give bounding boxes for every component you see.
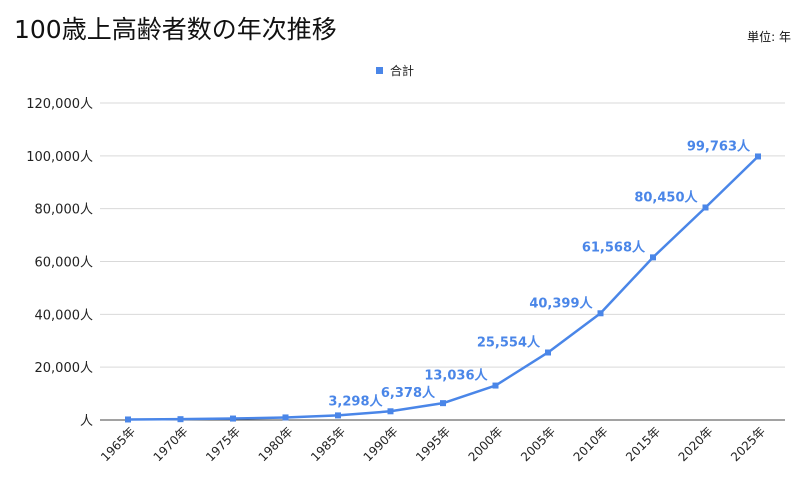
data-point — [282, 414, 289, 421]
x-tick-label: 1970年 — [151, 424, 191, 464]
x-tick-label: 1975年 — [203, 424, 243, 464]
y-tick-label: 80,000人 — [35, 203, 94, 218]
x-tick-label: 2000年 — [466, 424, 506, 464]
data-label: 40,399人 — [529, 295, 593, 311]
data-label: 99,763人 — [687, 138, 751, 154]
x-tick-label: 1990年 — [361, 424, 401, 464]
x-tick-label: 2005年 — [518, 424, 558, 464]
data-point — [335, 412, 341, 419]
data-label: 25,554人 — [477, 334, 541, 350]
legend-label: 合計 — [390, 64, 415, 78]
data-point — [650, 254, 656, 261]
x-tick-label: 2015年 — [623, 424, 663, 464]
data-point — [230, 415, 236, 422]
unit-label: 単位: 年 — [747, 30, 791, 44]
x-tick-label: 2020年 — [676, 424, 716, 464]
legend-swatch — [376, 67, 383, 74]
data-point — [125, 416, 131, 423]
chart-title: 100歳上高齢者数の年次推移 — [14, 15, 337, 44]
data-point — [755, 153, 761, 160]
x-tick-label: 1995年 — [413, 424, 453, 464]
data-point — [387, 408, 394, 415]
data-label: 6,378人 — [381, 385, 436, 401]
y-tick-label: 120,000人 — [26, 97, 93, 112]
data-label: 3,298人 — [328, 393, 383, 409]
y-tick-label: 人 — [80, 414, 93, 429]
data-point — [702, 204, 709, 211]
x-tick-label: 2025年 — [728, 424, 768, 464]
y-tick-label: 40,000人 — [35, 308, 94, 323]
data-point — [492, 382, 499, 389]
data-label: 61,568人 — [582, 239, 646, 255]
x-tick-label: 1985年 — [308, 424, 348, 464]
x-tick-label: 2010年 — [571, 424, 611, 464]
data-point — [597, 310, 604, 317]
x-tick-label: 1965年 — [98, 424, 138, 464]
x-tick-label: 1980年 — [256, 424, 296, 464]
y-tick-label: 100,000人 — [26, 150, 93, 165]
legend: 合計 — [376, 62, 414, 79]
data-point — [177, 416, 184, 423]
data-label: 13,036人 — [424, 368, 488, 384]
data-label: 80,450人 — [634, 189, 698, 205]
y-tick-label: 60,000人 — [35, 256, 94, 271]
data-point — [440, 400, 446, 407]
data-point — [545, 349, 551, 356]
y-tick-label: 20,000人 — [35, 361, 94, 376]
